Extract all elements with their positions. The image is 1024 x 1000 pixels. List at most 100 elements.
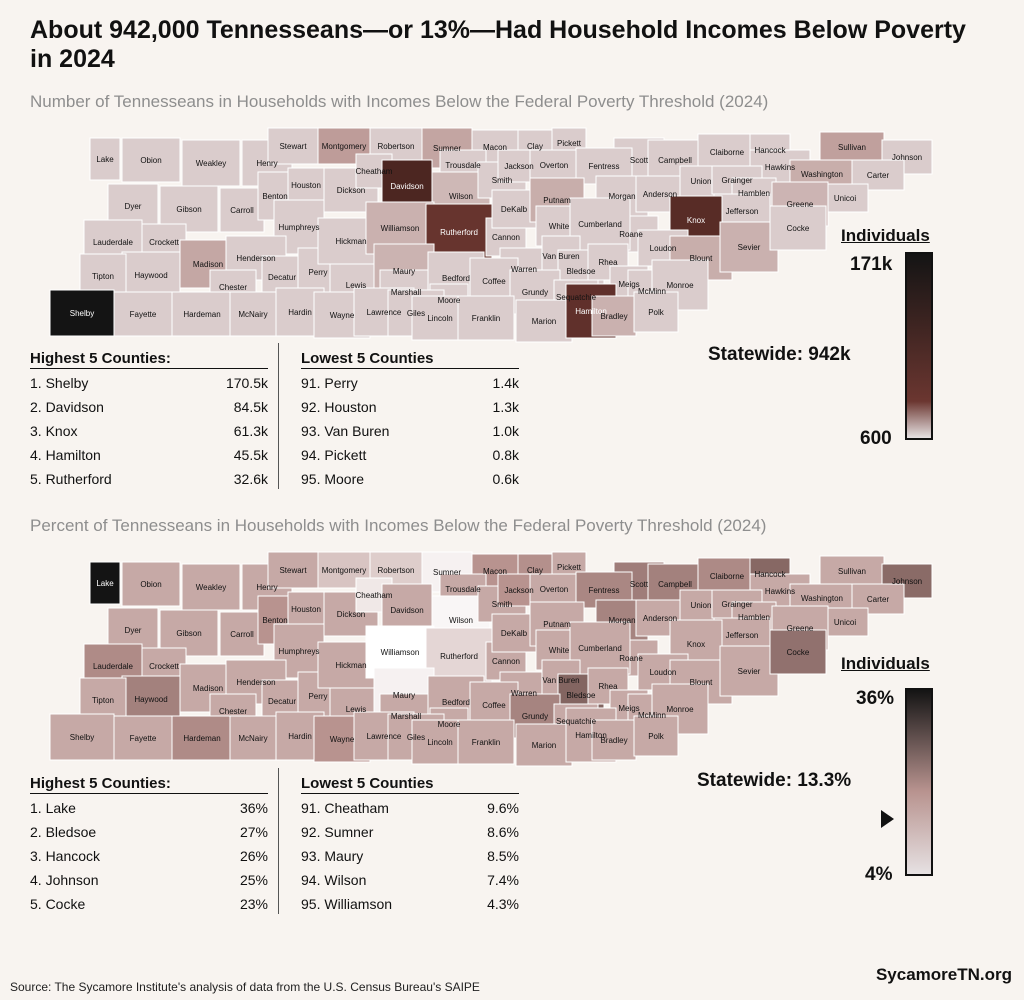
map1-legend-min: 600: [860, 428, 892, 449]
county-label: Davidson: [390, 606, 423, 615]
county-rank-value: 0.6k: [492, 471, 519, 487]
county-rank-label: 1. Shelby: [30, 375, 89, 391]
county-rank-value: 8.6%: [487, 824, 519, 840]
county-label: Montgomery: [322, 566, 366, 575]
county-label: Polk: [648, 732, 665, 741]
county-label: Blount: [690, 254, 713, 263]
county-label: Wilson: [449, 616, 473, 625]
county-label: Bedford: [442, 698, 470, 707]
county-label: Cheatham: [356, 591, 393, 600]
county-fayette: [113, 715, 173, 761]
county-label: Marion: [532, 317, 556, 326]
table-row: 2. Bledsoe 27%: [30, 820, 268, 844]
county-stewart: [267, 551, 319, 589]
map2-legend-bar: [905, 688, 933, 876]
county-label: Marshall: [391, 288, 421, 297]
county-label: DeKalb: [501, 629, 528, 638]
county-label: Hawkins: [765, 587, 795, 596]
table-row: 4. Johnson 25%: [30, 868, 268, 892]
map1-subtitle: Number of Tennesseans in Households with…: [30, 92, 769, 111]
county-label: Knox: [687, 216, 705, 225]
county-label: Giles: [407, 309, 425, 318]
county-label: Weakley: [196, 583, 227, 592]
table-header: Highest 5 Counties:: [30, 775, 268, 794]
county-label: Grundy: [522, 288, 548, 297]
county-label: Claiborne: [710, 572, 745, 581]
county-label: Marion: [532, 741, 556, 750]
table-row: 91. Perry 1.4k: [301, 371, 519, 395]
county-label: Grundy: [522, 712, 548, 721]
county-franklin: [457, 295, 515, 341]
county-rank-value: 1.4k: [492, 375, 519, 391]
county-label: Haywood: [134, 271, 167, 280]
county-label: Henry: [256, 583, 277, 592]
county-label: Clay: [527, 566, 543, 575]
county-label: Cheatham: [356, 167, 393, 176]
county-label: Sullivan: [838, 567, 866, 576]
county-label: Grainger: [721, 600, 752, 609]
county-label: Warren: [511, 689, 537, 698]
county-label: Hardeman: [183, 734, 220, 743]
county-label: Lincoln: [427, 738, 452, 747]
county-rank-label: 3. Knox: [30, 423, 78, 439]
county-label: Overton: [540, 161, 568, 170]
county-label: Loudon: [650, 244, 677, 253]
table-divider: [278, 768, 279, 914]
county-label: McNairy: [238, 310, 267, 319]
county-label: Rhea: [598, 682, 618, 691]
table-header: Highest 5 Counties:: [30, 350, 268, 369]
county-label: Fentress: [588, 586, 619, 595]
county-label: Van Buren: [542, 252, 579, 261]
county-label: Lawrence: [367, 308, 402, 317]
county-label: Grainger: [721, 176, 752, 185]
county-rank-label: 3. Hancock: [30, 848, 101, 864]
table-row: 94. Pickett 0.8k: [301, 443, 519, 467]
county-shelby: [49, 289, 115, 337]
county-rank-value: 9.6%: [487, 800, 519, 816]
county-johnson: [881, 563, 933, 599]
county-label: Robertson: [378, 566, 415, 575]
county-label: Blount: [690, 678, 713, 687]
table-divider: [278, 343, 279, 489]
county-label: Carroll: [230, 630, 254, 639]
county-label: Roane: [619, 654, 643, 663]
map2-lowest-table: Lowest 5 Counties 91. Cheatham 9.6% 92. Su…: [301, 775, 519, 916]
county-label: Dyer: [125, 626, 142, 635]
county-rank-value: 7.4%: [487, 872, 519, 888]
county-label: Benton: [262, 616, 287, 625]
county-rutherford: [425, 627, 493, 685]
county-label: Gibson: [176, 629, 201, 638]
county-rank-value: 23%: [239, 896, 268, 912]
county-label: Lauderdale: [93, 238, 134, 247]
county-label: Shelby: [70, 309, 94, 318]
county-label: Lawrence: [367, 732, 402, 741]
county-sullivan: [819, 131, 885, 163]
county-rank-value: 45.5k: [233, 447, 268, 463]
table-row: 95. Williamson 4.3%: [301, 892, 519, 916]
county-label: Johnson: [892, 577, 922, 586]
county-rank-label: 91. Perry: [301, 375, 358, 391]
county-label: Davidson: [390, 182, 423, 191]
county-label: Campbell: [658, 156, 692, 165]
county-label: Union: [691, 601, 712, 610]
county-marion: [515, 723, 573, 767]
county-label: Claiborne: [710, 148, 745, 157]
county-label: Morgan: [608, 192, 635, 201]
county-label: Union: [691, 177, 712, 186]
county-label: Robertson: [378, 142, 415, 151]
table-row: 5. Rutherford 32.6k: [30, 467, 268, 491]
county-label: Stewart: [279, 566, 307, 575]
county-obion: [121, 561, 181, 607]
county-label: Carter: [867, 171, 890, 180]
county-label: Jefferson: [726, 207, 759, 216]
county-label: McMinn: [638, 711, 666, 720]
county-label: Pickett: [557, 139, 582, 148]
county-rank-value: 26%: [239, 848, 268, 864]
map2-highest-table: Highest 5 Counties: 1. Lake 36% 2. Bledsoe…: [30, 775, 268, 916]
county-label: Jackson: [504, 162, 533, 171]
county-label: Dyer: [125, 202, 142, 211]
county-rank-value: 84.5k: [233, 399, 268, 415]
county-label: Moore: [438, 296, 461, 305]
map2-legend-min: 4%: [865, 864, 893, 885]
county-label: Gibson: [176, 205, 201, 214]
